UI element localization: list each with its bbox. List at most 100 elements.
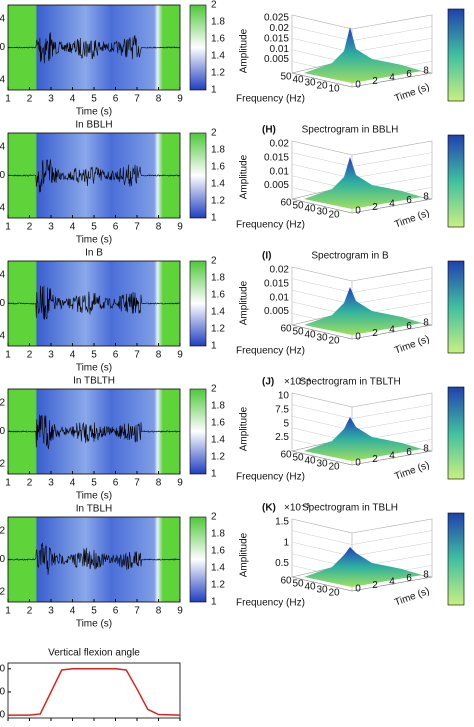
- y-tick-label: 0: [0, 663, 5, 674]
- z-axis-label: Amplitude: [239, 154, 250, 199]
- time-tick-label: 0: [355, 80, 361, 91]
- z-tick-label: 10: [278, 391, 290, 402]
- x-tick-label: 4: [70, 606, 76, 617]
- signal-trace: [7, 542, 181, 575]
- y-tick-label: 0: [0, 170, 5, 181]
- colorbar: [189, 4, 207, 91]
- y-tick-label: 4: [0, 142, 5, 153]
- colorbar-tick-label: 1.2: [211, 580, 225, 591]
- x-tick-label: 1: [5, 350, 11, 361]
- x-tick-label: 7: [134, 478, 140, 489]
- colorbar-tick-label: 1.4: [211, 307, 225, 318]
- x-tick-label: 1: [5, 478, 11, 489]
- x-tick-label: 9: [177, 222, 183, 233]
- colorbar-tick-label: 1: [211, 597, 217, 608]
- x-axis-label: Time (s): [76, 235, 112, 246]
- z-tick-label: 5: [283, 418, 289, 429]
- z-tick-label: 0.01: [270, 166, 290, 177]
- colorbar: [189, 132, 207, 219]
- z-axis-label: Amplitude: [239, 280, 250, 325]
- x-tick-label: 2: [27, 606, 33, 617]
- time-axis-label: Time (s): [393, 334, 431, 357]
- x-tick-label: 8: [156, 606, 162, 617]
- time-tick-label: 0: [355, 584, 361, 595]
- freq-tick-label: 60: [280, 324, 292, 335]
- freq-tick-label: 60: [280, 198, 292, 209]
- time-tick-label: 8: [423, 570, 429, 581]
- colorbar-tick-label: 2: [211, 0, 217, 11]
- signal-trace: [7, 159, 181, 193]
- y-tick-label: 0: [0, 687, 5, 698]
- y-tick-label: 4: [0, 75, 5, 86]
- time-tick-label: 8: [423, 192, 429, 203]
- colorbar-tick-label: 1.4: [211, 51, 225, 62]
- freq-axis-label: Frequency (Hz): [236, 346, 305, 357]
- y-tick-label: 0: [0, 298, 5, 309]
- freq-tick-label: 40: [304, 582, 316, 593]
- colorbar-tick-label: 1.8: [211, 273, 225, 284]
- colorbar-tick-label: 1.6: [211, 162, 225, 173]
- time-tick-label: 4: [389, 577, 395, 588]
- colorbar-tick-label: 2: [211, 128, 217, 139]
- freq-tick-label: 50: [292, 579, 304, 590]
- colorbar: [447, 134, 465, 228]
- z-tick-label: 0.02: [270, 23, 290, 34]
- colorbar-tick-label: 1.2: [211, 452, 225, 463]
- x-tick-label: 2: [27, 222, 33, 233]
- freq-tick-label: 50: [280, 72, 292, 83]
- y-tick-label: 2: [0, 398, 5, 409]
- x-tick-label: 6: [113, 222, 119, 233]
- z-tick-label: 0.005: [264, 306, 289, 317]
- exponent: ×10⁻³: [284, 503, 310, 514]
- time-tick-label: 6: [406, 447, 412, 458]
- x-tick-label: 2: [27, 350, 33, 361]
- x-tick-label: 8: [156, 350, 162, 361]
- colorbar-tick-label: 1.8: [211, 401, 225, 412]
- z-tick-label: 2.5: [275, 432, 289, 443]
- x-tick-label: 7: [134, 606, 140, 617]
- x-tick-label: 4: [70, 222, 76, 233]
- y-tick-label: 0: [0, 710, 5, 721]
- time-tick-label: 6: [406, 69, 412, 80]
- freq-tick-label: 30: [316, 585, 328, 596]
- x-tick-label: 3: [48, 478, 54, 489]
- time-tick-label: 6: [406, 195, 412, 206]
- freq-tick-label: 10: [328, 84, 340, 95]
- y-tick-label: 0: [0, 554, 5, 565]
- spectrum-surface: [304, 417, 422, 461]
- grid-line: [291, 530, 433, 545]
- time-tick-label: 2: [372, 580, 378, 591]
- z-tick-label: 0.01: [270, 292, 290, 303]
- spectrum-surface: [304, 547, 422, 587]
- panel-letter: (J): [262, 377, 274, 388]
- x-axis-label: Time (s): [76, 363, 112, 374]
- x-tick-label: 2: [27, 94, 33, 105]
- time-tick-label: 4: [389, 73, 395, 84]
- colorbar-tick-label: 1.4: [211, 435, 225, 446]
- panel-letter: (K): [262, 503, 276, 514]
- y-tick-label: 4: [0, 203, 5, 214]
- colorbar: [189, 260, 207, 347]
- panel-title: Spectrogram in TBLTH: [299, 377, 400, 388]
- y-tick-label: 0: [0, 42, 5, 53]
- time-tick-label: 4: [389, 451, 395, 462]
- freq-axis-label: Frequency (Hz): [236, 598, 305, 609]
- colorbar: [189, 516, 207, 603]
- chart-title: Vertical flexion angle: [48, 648, 140, 659]
- colorbar-tick-label: 1.6: [211, 546, 225, 557]
- x-tick-label: 7: [134, 222, 140, 233]
- exponent: ×10⁻⁴: [284, 377, 311, 388]
- z-tick-label: 0.5: [275, 558, 289, 569]
- z-axis-label: Amplitude: [239, 28, 250, 73]
- freq-tick-label: 40: [292, 75, 304, 86]
- colorbar-tick-label: 2: [211, 512, 217, 523]
- spectrum-surface: [304, 157, 422, 209]
- colorbar-tick-label: 1.4: [211, 563, 225, 574]
- x-tick-label: 8: [156, 222, 162, 233]
- x-tick-label: 6: [113, 478, 119, 489]
- x-tick-label: 4: [70, 478, 76, 489]
- x-tick-label: 6: [113, 350, 119, 361]
- x-tick-label: 7: [134, 94, 140, 105]
- colorbar-tick-label: 1.8: [211, 529, 225, 540]
- x-tick-label: 6: [113, 606, 119, 617]
